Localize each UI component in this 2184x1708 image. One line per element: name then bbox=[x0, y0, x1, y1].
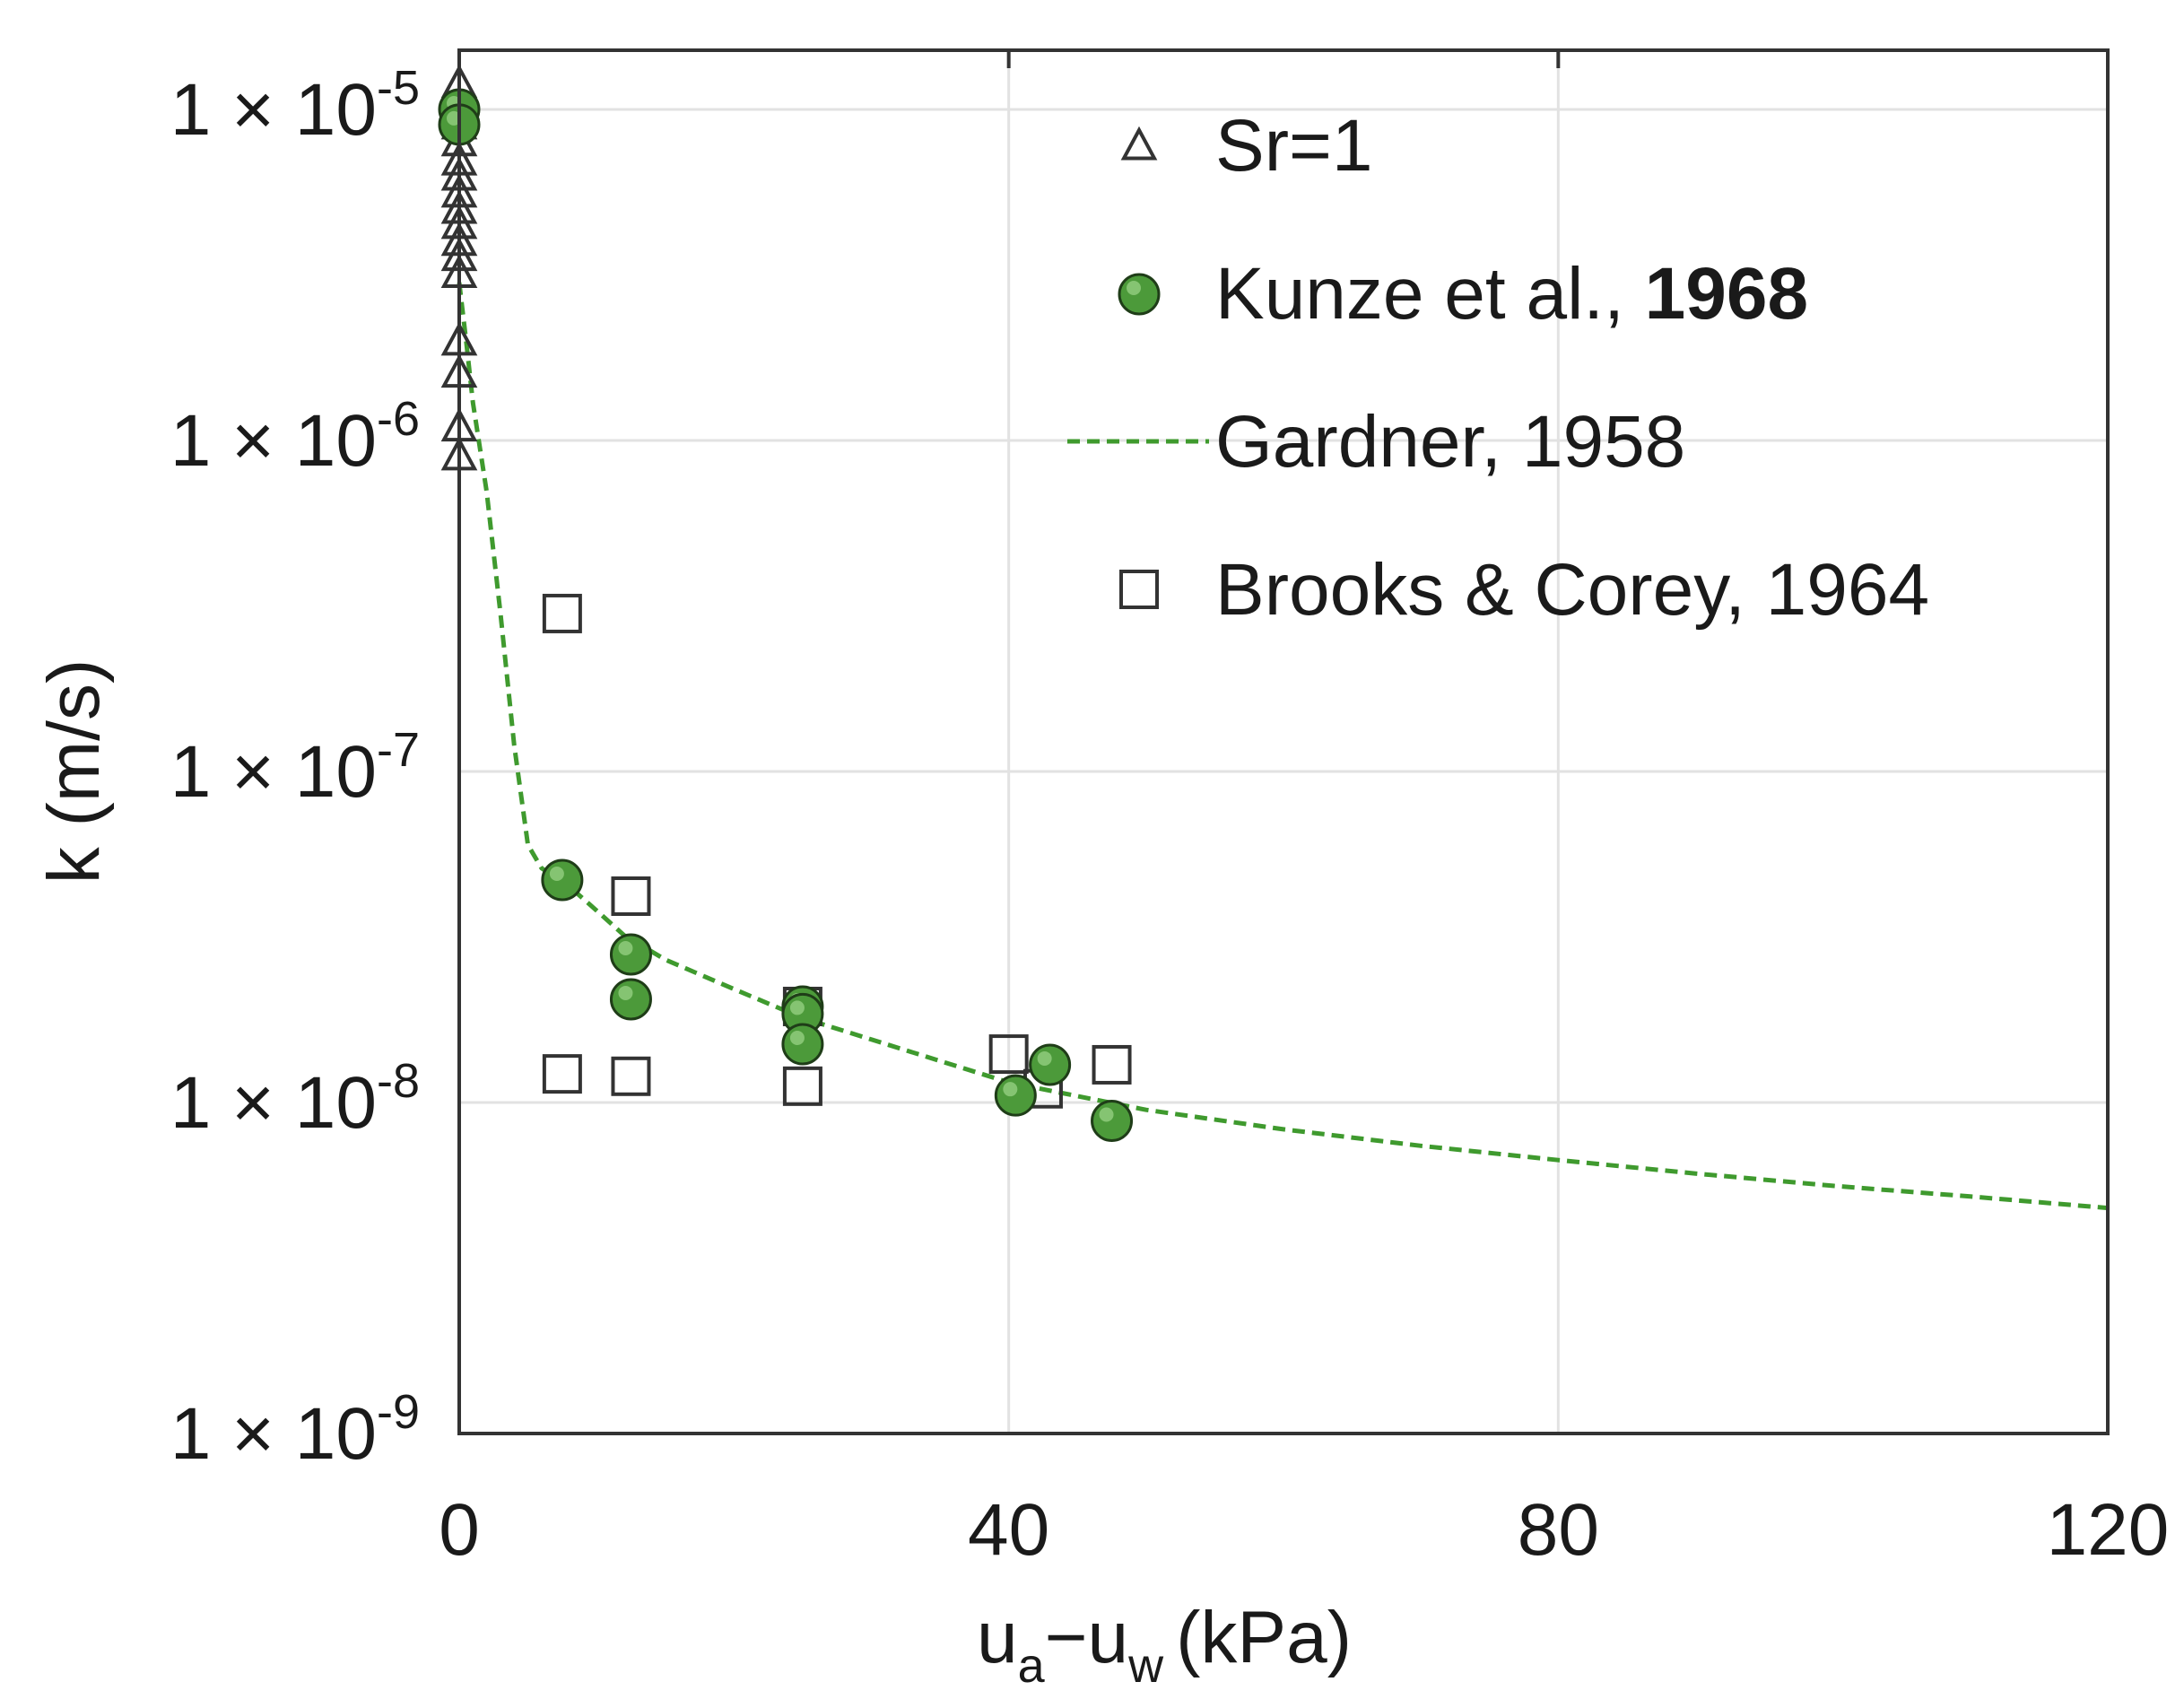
y-tick-mantissa: 1 × 10 bbox=[170, 400, 377, 482]
x-axis-title-u1: u bbox=[977, 1597, 1018, 1678]
series-1 bbox=[438, 88, 1134, 1142]
data-point bbox=[1091, 1099, 1134, 1142]
legend-triangle bbox=[1120, 126, 1158, 161]
data-point-highlight bbox=[1099, 1107, 1114, 1122]
y-tick-exponent: -8 bbox=[377, 1054, 420, 1108]
y-tick-exponent: -7 bbox=[377, 723, 420, 777]
data-point bbox=[611, 876, 651, 917]
legend-label-sr: Sr=1 bbox=[1215, 105, 1373, 187]
y-tick-mantissa: 1 × 10 bbox=[170, 1393, 377, 1475]
x-axis-title-u2: u bbox=[1088, 1597, 1129, 1678]
y-tick-mantissa: 1 × 10 bbox=[170, 731, 377, 813]
legend-circle-highlight bbox=[1127, 281, 1141, 295]
legend-label-gardner: Gardner, 1958 bbox=[1215, 401, 1685, 483]
y-axis-title: k (m/s) bbox=[33, 659, 115, 884]
data-point bbox=[542, 593, 582, 633]
plot-frame bbox=[457, 48, 2110, 1435]
legend: Sr=1 Kunze et al., 1968 Gardner, 1958 Br… bbox=[1067, 105, 1929, 631]
y-tick-label: 1 × 10-5 bbox=[170, 61, 420, 151]
plot-area bbox=[438, 64, 2109, 1211]
x-tick-label: 0 bbox=[439, 1489, 480, 1571]
data-point-highlight bbox=[618, 985, 633, 1000]
data-point-highlight bbox=[549, 866, 564, 881]
x-tick-label: 80 bbox=[1518, 1489, 1599, 1571]
x-axis-title-dash: − bbox=[1045, 1597, 1088, 1678]
legend-marker-triangle bbox=[1120, 126, 1158, 161]
data-point-highlight bbox=[789, 1000, 805, 1015]
data-point-highlight bbox=[618, 940, 633, 955]
data-point bbox=[782, 1066, 822, 1106]
data-point bbox=[611, 1056, 651, 1096]
x-axis-title-sub-w: w bbox=[1127, 1639, 1164, 1693]
data-point bbox=[1092, 1044, 1132, 1085]
x-tick-label: 40 bbox=[968, 1489, 1049, 1571]
y-tick-labels: 1 × 10-51 × 10-61 × 10-71 × 10-81 × 10-9 bbox=[170, 61, 420, 1475]
y-tick-mantissa: 1 × 10 bbox=[170, 1062, 377, 1144]
legend-square bbox=[1119, 570, 1159, 609]
legend-label-kunze-year: 1968 bbox=[1645, 253, 1808, 335]
data-point bbox=[988, 1034, 1029, 1075]
y-tick-label: 1 × 10-8 bbox=[170, 1054, 420, 1144]
y-tick-label: 1 × 10-9 bbox=[170, 1385, 420, 1475]
data-point bbox=[1029, 1043, 1072, 1086]
data-point bbox=[781, 1023, 824, 1066]
y-tick-exponent: -5 bbox=[377, 61, 420, 115]
y-tick-label: 1 × 10-6 bbox=[170, 392, 420, 482]
data-point bbox=[609, 978, 652, 1021]
x-axis-title: ua−uw (kPa) bbox=[977, 1597, 1352, 1693]
data-point bbox=[994, 1074, 1037, 1117]
data-point-highlight bbox=[1003, 1082, 1018, 1097]
x-tick-label: 120 bbox=[2047, 1489, 2170, 1571]
data-point bbox=[542, 1054, 582, 1094]
data-point-highlight bbox=[789, 1031, 805, 1046]
legend-circle bbox=[1118, 273, 1161, 316]
x-axis-title-sub-a: a bbox=[1018, 1639, 1046, 1693]
y-tick-label: 1 × 10-7 bbox=[170, 723, 420, 813]
data-point bbox=[609, 933, 652, 976]
legend-label-kunze: Kunze et al., 1968 bbox=[1215, 253, 1808, 335]
x-tick-labels: 0 40 80 120 bbox=[439, 50, 2169, 1571]
data-point bbox=[541, 858, 584, 902]
data-point-highlight bbox=[1037, 1050, 1052, 1066]
x-axis-title-unit: (kPa) bbox=[1176, 1597, 1352, 1678]
legend-label-kunze-prefix: Kunze et al., bbox=[1215, 253, 1645, 335]
legend-marker-square bbox=[1119, 570, 1159, 609]
y-tick-exponent: -9 bbox=[377, 1385, 420, 1439]
y-tick-exponent: -6 bbox=[377, 392, 420, 446]
legend-marker-circle bbox=[1118, 273, 1161, 316]
legend-label-brooks: Brooks & Corey, 1964 bbox=[1215, 549, 1929, 631]
y-tick-mantissa: 1 × 10 bbox=[170, 69, 377, 151]
